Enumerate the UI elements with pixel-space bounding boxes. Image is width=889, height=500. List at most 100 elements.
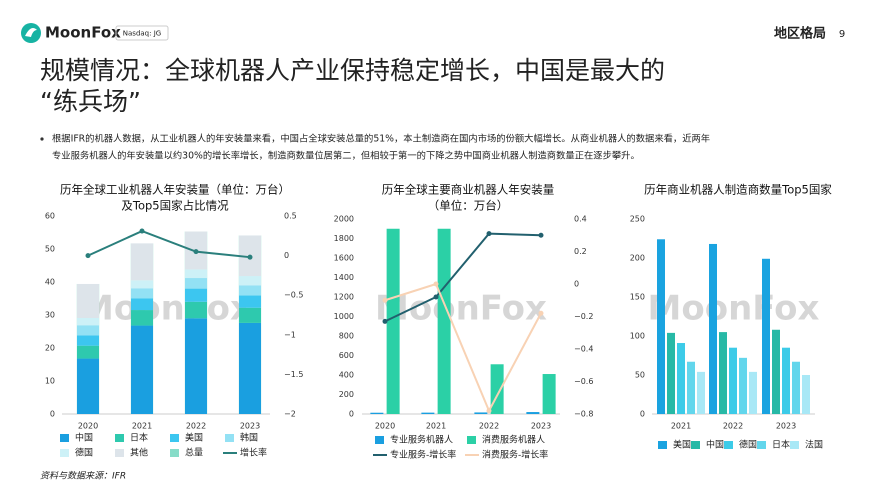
watermark: MoonFox [80, 289, 252, 329]
bullet-text: 专业服务机器人的年安装量以约30%的增长率增长，制造商数量位居第二，但相较于第一… [52, 150, 640, 162]
bar [386, 228, 400, 414]
legend-label: 总量 [185, 447, 203, 459]
y2-tick-label: 0.4 [574, 215, 587, 224]
bar-segment [77, 325, 99, 336]
y2-tick-label: 0 [574, 280, 579, 289]
y-tick-label: 100 [630, 332, 645, 341]
legend-swatch [757, 441, 766, 449]
y-tick-label: 1200 [334, 293, 354, 302]
legend-label: 德国 [739, 439, 757, 451]
bar-segment [239, 295, 261, 308]
watermark: MoonFox [648, 289, 820, 329]
legend-label: 韩国 [240, 432, 258, 444]
legend-label: 专业服务-增长率 [390, 449, 456, 461]
legend-swatch [115, 434, 124, 442]
y-tick-label: 40 [45, 278, 55, 287]
y2-tick-label: −0.2 [574, 312, 593, 321]
legend-label: 日本 [772, 439, 790, 451]
y2-tick-label: 0 [284, 251, 289, 260]
bar [719, 332, 727, 414]
legend-swatch [60, 449, 69, 457]
y-tick-label: 400 [339, 371, 354, 380]
y-tick-label: 50 [45, 245, 55, 254]
legend-swatch [170, 449, 179, 457]
legend-swatch [60, 434, 69, 442]
line [87, 229, 251, 259]
legend-label: 美国 [673, 439, 691, 451]
x-tick-label: 2023 [531, 422, 551, 431]
bar [657, 239, 665, 414]
bar-segment [131, 243, 153, 281]
legend-swatch [658, 441, 667, 449]
line-point [486, 408, 492, 414]
x-tick-label: 2020 [375, 422, 395, 431]
y-tick-label: 250 [630, 215, 645, 224]
bar-segment [131, 310, 153, 326]
bar [749, 371, 757, 414]
y-tick-label: 0 [50, 410, 55, 419]
bar [739, 357, 747, 414]
x-tick-label: 2020 [78, 422, 98, 431]
bar-segment [185, 278, 207, 289]
x-tick-label: 2021 [671, 422, 691, 431]
bar-segment [239, 322, 261, 414]
y-tick-label: 1800 [334, 234, 354, 243]
y-tick-label: 60 [45, 212, 55, 221]
bar [370, 412, 384, 414]
y-tick-label: 150 [630, 293, 645, 302]
bar-segment [131, 298, 153, 311]
line-point [247, 254, 253, 260]
y2-tick-label: −1.5 [284, 370, 303, 379]
chart-title: 历年全球主要商业机器人年安装量 [382, 183, 555, 197]
bar [526, 412, 540, 414]
line-point [433, 294, 439, 300]
legend-label: 美国 [185, 432, 203, 444]
y-tick-label: 2000 [334, 215, 354, 224]
y2-tick-label: −0.6 [574, 377, 593, 386]
y-tick-label: 200 [630, 254, 645, 263]
source: 资料与数据来源：IFR [40, 471, 126, 482]
ticker-box [115, 25, 169, 41]
y-tick-label: 600 [339, 351, 354, 360]
bar [792, 361, 800, 414]
chart-title: 及Top5国家占比情况 [121, 199, 229, 213]
bar [697, 371, 705, 414]
bar [802, 375, 810, 414]
bar-segment [239, 307, 261, 323]
bar-segment [77, 358, 99, 414]
ticker: Nasdaq: JG [123, 30, 161, 38]
bar-segment [77, 317, 99, 326]
y2-tick-label: 0.5 [284, 212, 297, 221]
y-tick-label: 20 [45, 344, 55, 353]
bar [687, 361, 695, 414]
y-tick-label: 30 [45, 311, 55, 320]
bar-segment [239, 285, 261, 296]
y-tick-label: 0 [640, 410, 645, 419]
legend-swatch [790, 441, 799, 449]
title-line: 规模情况：全球机器人产业保持稳定增长，中国是最大的 [40, 56, 665, 85]
line-point [382, 297, 388, 303]
line [384, 232, 542, 323]
line-point [85, 253, 91, 259]
y2-tick-label: −2 [284, 410, 296, 419]
bar [762, 258, 770, 414]
legend-label: 专业服务机器人 [390, 434, 453, 446]
x-tick-label: 2022 [723, 422, 743, 431]
bar-segment [77, 283, 99, 318]
legend-label: 中国 [706, 439, 724, 451]
y-tick-label: 200 [339, 390, 354, 399]
legend-label: 日本 [130, 432, 148, 444]
bar [709, 243, 717, 414]
x-tick-label: 2023 [240, 422, 260, 431]
x-tick-label: 2022 [479, 422, 499, 431]
bar-segment [185, 318, 207, 414]
bar [421, 412, 435, 414]
bar [474, 412, 488, 414]
bar [677, 343, 685, 414]
y2-tick-label: 0.2 [574, 247, 587, 256]
bar [490, 364, 504, 414]
bar-segment [77, 335, 99, 346]
line-point [382, 318, 388, 324]
y2-tick-label: −0.4 [574, 345, 593, 354]
